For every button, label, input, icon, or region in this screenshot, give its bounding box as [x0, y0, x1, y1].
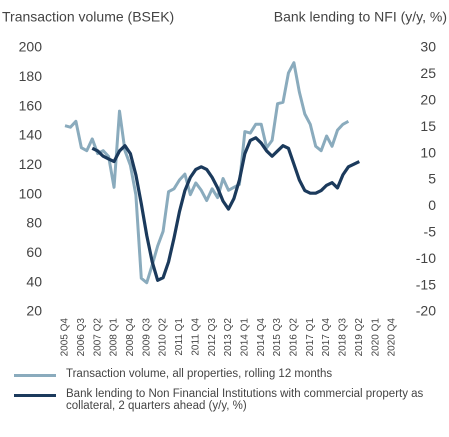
y2-tick-label: 0 — [428, 197, 436, 213]
legend: Transaction volume, all properties, roll… — [14, 368, 444, 420]
x-tick-label: 2019 Q2 — [354, 318, 365, 357]
x-tick-label: 2011 Q1 — [174, 318, 185, 356]
legend-swatch — [14, 374, 56, 377]
y2-tick-label: -15 — [416, 276, 436, 292]
y-tick-label: 60 — [26, 244, 42, 260]
x-tick-label: 2011 Q4 — [190, 318, 201, 356]
y2-tick-label: 15 — [420, 118, 436, 134]
y2-tick-label: 25 — [420, 65, 436, 81]
series-line — [64, 61, 350, 285]
x-tick-label: 2015 Q3 — [272, 318, 283, 357]
y-tick-label: 40 — [26, 273, 42, 289]
x-tick-label: 2018 Q3 — [338, 318, 349, 357]
legend-label: Transaction volume, all properties, roll… — [66, 368, 333, 380]
legend-item: Bank lending to Non Financial Institutio… — [14, 388, 444, 412]
y-tick-label: 180 — [19, 68, 43, 84]
y-tick-label: 100 — [19, 185, 43, 201]
x-tick-label: 2017 Q4 — [321, 318, 332, 357]
y2-tick-label: 20 — [420, 92, 436, 108]
y-axis-title: Transaction volume (BSEK) — [2, 9, 174, 25]
y2-tick-label: 5 — [428, 171, 436, 187]
x-tick-label: 2008 Q4 — [125, 318, 136, 357]
x-tick-label: 2005 Q4 — [60, 318, 71, 357]
series-line — [91, 136, 360, 282]
x-tick-label: 2020 Q1 — [370, 318, 381, 357]
x-tick-label: 2007 Q2 — [92, 318, 103, 357]
y2-tick-label: 30 — [420, 39, 436, 55]
y2-tick-label: -5 — [424, 224, 437, 240]
y-tick-label: 80 — [26, 215, 42, 231]
x-tick-label: 2017 Q1 — [305, 318, 316, 357]
y2-axis-title: Bank lending to NFI (y/y, %) — [274, 9, 447, 25]
y2-tick-label: -10 — [416, 250, 436, 266]
plot: Transaction volume (BSEK) Bank lending t… — [2, 9, 447, 357]
legend-swatch — [14, 394, 56, 397]
y-tick-label: 200 — [19, 39, 43, 55]
x-tick-label: 2012 Q3 — [207, 318, 218, 357]
y2-tick-label: -20 — [416, 303, 436, 319]
x-tick-label: 2014 Q1 — [239, 318, 250, 357]
legend-label: Bank lending to Non Financial Institutio… — [66, 388, 424, 412]
y-tick-label: 140 — [19, 127, 43, 143]
x-tick-label: 2014 Q4 — [256, 318, 267, 357]
y-tick-label: 120 — [19, 156, 43, 172]
x-tick-label: 2020 Q4 — [387, 318, 398, 357]
y-tick-label: 160 — [19, 97, 43, 113]
x-tick-label: 2006 Q3 — [76, 318, 87, 357]
x-tick-label: 2009 Q3 — [141, 318, 152, 357]
y2-tick-label: 10 — [420, 144, 436, 160]
y-tick-label: 20 — [26, 303, 42, 319]
x-tick-label: 2016 Q2 — [289, 318, 300, 357]
legend-item: Transaction volume, all properties, roll… — [14, 368, 444, 380]
x-tick-label: 2013 Q2 — [223, 318, 234, 357]
x-tick-label: 2008 Q1 — [109, 318, 120, 357]
x-tick-label: 2010 Q2 — [158, 318, 169, 357]
